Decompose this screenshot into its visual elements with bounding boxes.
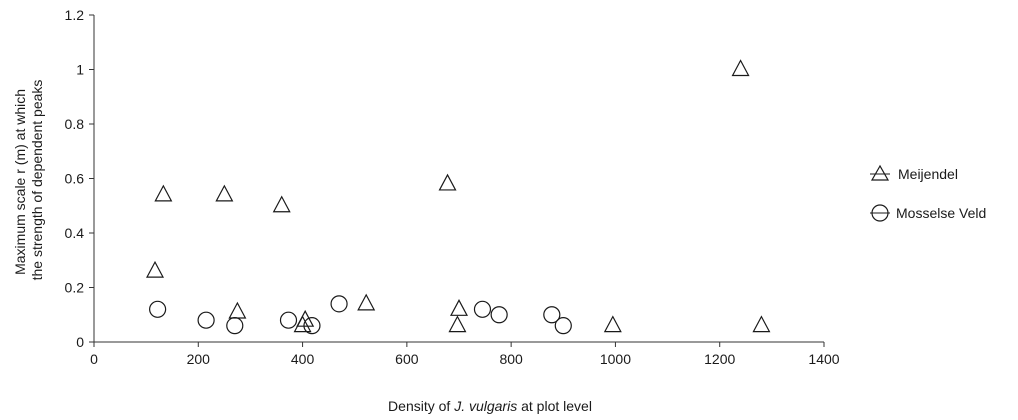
x-tick-label: 400 [291,351,315,367]
mosselse-veld-point [473,300,492,318]
x-axis-title-part: Density of [388,398,454,414]
y-tick-label: 0.4 [65,225,85,241]
y-axis-title: Maximum scale r (m) at which the strengt… [12,80,45,281]
mosselse-veld-point [279,311,298,329]
y-tick-label: 0.8 [65,116,85,132]
mosselse-veld-point [303,317,321,335]
meijendel-point [731,59,750,77]
mosselse-veld-point [490,306,508,324]
y-axis-title-line: Maximum scale r (m) at which [12,89,28,275]
mosselse-veld-point [226,317,244,335]
mosselse-veld-point [197,311,215,329]
y-tick-label: 0.6 [65,171,85,187]
meijendel-point [272,195,291,213]
mosselse-veld-point [543,306,561,324]
meijendel-point [296,309,315,327]
y-tick-label: 1 [76,62,84,78]
axes [93,15,824,343]
x-tick-label: 1200 [704,351,735,367]
mosselse-veld-point [330,295,348,313]
mosselse-veld-point [149,300,167,318]
meijendel-point [215,184,234,202]
legend: Meijendel Mosselse Veld [870,164,986,222]
meijendel-point [154,184,173,202]
x-tick-label: 1000 [600,351,631,367]
meijendel-point [438,173,457,191]
legend-item-mosselse-veld: Mosselse Veld [870,204,986,222]
meijendel-point [752,315,771,333]
meijendel-point [448,315,467,333]
meijendel-point [603,315,622,333]
x-ticks: 0 200 400 600 800 1000 1200 1400 [90,342,840,367]
x-tick-label: 0 [90,351,98,367]
meijendel-point [228,301,247,319]
meijendel-point [146,260,165,278]
legend-item-meijendel: Meijendel [870,164,958,182]
x-tick-label: 200 [187,351,211,367]
y-tick-label: 0.2 [65,280,85,296]
meijendel-point [450,299,468,316]
mosselse-veld-point [554,317,572,335]
meijendel-point [357,293,376,311]
x-tick-label: 600 [395,351,419,367]
x-axis-title: Density of J. vulgaris at plot level [388,398,592,414]
y-tick-label: 0 [76,334,84,350]
y-axis-title-line: the strength of dependent peaks [29,80,45,281]
y-ticks: 0 0.2 0.4 0.6 0.8 1 1.2 [65,7,94,350]
x-axis-title-species: J. vulgaris [453,398,517,414]
x-tick-label: 1400 [808,351,839,367]
x-tick-label: 800 [499,351,523,367]
legend-label-meijendel: Meijendel [898,166,958,182]
x-axis-title-part: at plot level [517,398,592,414]
y-tick-label: 1.2 [65,7,85,23]
legend-label-mosselse-veld: Mosselse Veld [896,205,986,221]
legend-triangle-marker [870,164,890,181]
data-markers [146,59,771,335]
